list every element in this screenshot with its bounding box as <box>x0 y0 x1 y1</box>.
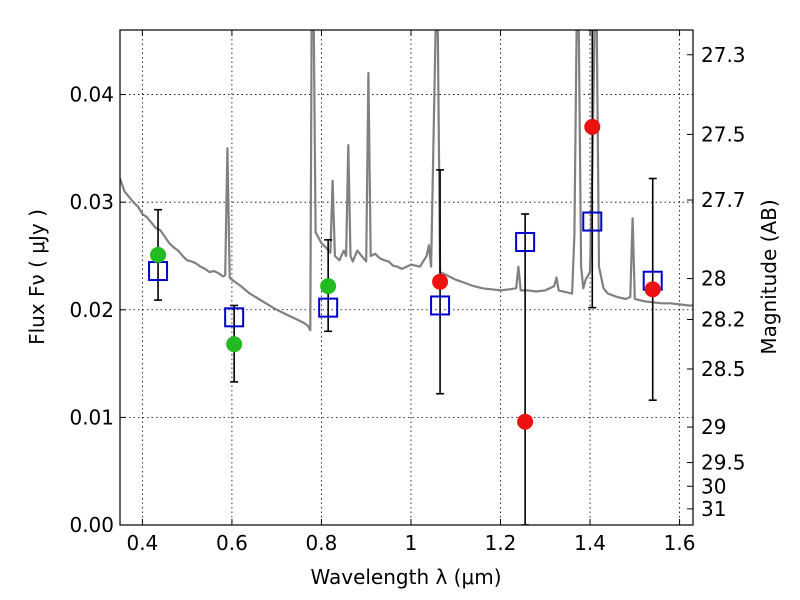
axis-ticks: 0.4 0.6 0.8 1 1.2 1.4 1.6 0.00 0.01 0.02 0.03 0.04 2… <box>69 30 746 555</box>
model-square <box>430 295 451 316</box>
x-tick-label: 0.4 <box>126 531 158 555</box>
right-tick-label: 27.5 <box>701 122 746 146</box>
x-tick-label: 0.6 <box>216 531 248 555</box>
model-photometry-squares <box>148 211 663 328</box>
x-tick-label: 1.6 <box>664 531 696 555</box>
right-tick-label: 31 <box>701 497 726 521</box>
right-tick-label: 28.5 <box>701 357 746 381</box>
x-tick-label: 0.8 <box>306 531 338 555</box>
y-tick-label: 0.00 <box>69 513 114 537</box>
x-tick-label: 1.4 <box>574 531 606 555</box>
right-axis-label: Magnitude (AB) <box>757 199 781 354</box>
observed-red-point <box>432 273 449 290</box>
x-tick-label: 1.2 <box>485 531 517 555</box>
model-square <box>224 307 245 328</box>
model-square <box>515 231 536 252</box>
model-square <box>582 211 603 232</box>
right-tick-label: 27.3 <box>701 43 746 67</box>
observed-green-point <box>150 246 167 263</box>
model-square <box>318 297 339 318</box>
y-tick-label: 0.04 <box>69 83 114 107</box>
x-axis-label: Wavelength λ (μm) <box>310 565 501 589</box>
sed-model-line <box>120 30 693 332</box>
y-axis-label: Flux Fν ( μJy ) <box>25 209 49 345</box>
y-tick-label: 0.03 <box>69 190 114 214</box>
observed-green-point <box>320 278 337 295</box>
right-tick-label: 27.7 <box>701 188 746 212</box>
plot-frame <box>119 29 694 526</box>
observed-red-point <box>517 413 534 430</box>
x-tick-label: 1 <box>405 531 418 555</box>
observed-photometry-points <box>150 118 661 430</box>
right-tick-label: 29.5 <box>701 451 746 475</box>
right-tick-label: 30 <box>701 474 726 498</box>
right-tick-label: 28.2 <box>701 307 746 331</box>
observed-green-point <box>226 336 243 353</box>
right-tick-label: 29 <box>701 415 726 439</box>
grid <box>120 30 693 526</box>
plot-area <box>120 30 693 525</box>
observed-red-point <box>584 118 601 135</box>
right-tick-label: 28 <box>701 267 726 291</box>
y-tick-label: 0.01 <box>69 405 114 429</box>
y-tick-label: 0.02 <box>69 298 114 322</box>
observed-red-point <box>644 281 661 298</box>
